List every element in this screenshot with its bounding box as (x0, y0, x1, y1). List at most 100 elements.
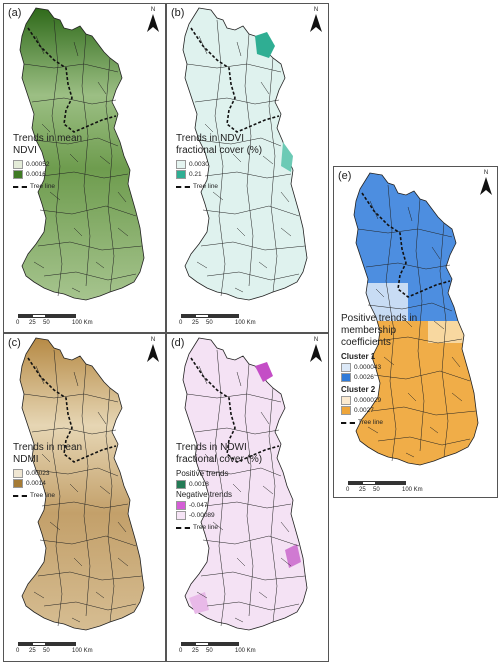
cluster2-label: Cluster 2 (341, 385, 376, 394)
map-ndvi-fractional-cover (182, 7, 308, 301)
north-arrow-icon: N (309, 7, 323, 33)
scale-tick: 25 (192, 320, 199, 326)
map-hotspot (285, 544, 301, 568)
panel-label: (e) (338, 170, 352, 182)
north-label: N (313, 337, 319, 343)
scale-tick: 25 (192, 648, 199, 654)
scale-tick: 0 (179, 648, 183, 654)
legend-value-low: 0.0030 (189, 160, 209, 168)
legend-swatch-negative-weak (176, 510, 186, 520)
scale-tick: 50 (206, 648, 213, 654)
scale-tick: 100 Km (235, 648, 256, 654)
legend: Trends in mean NDVI 0.00052 0.0016 Tree … (13, 133, 83, 192)
legend-swatch-cluster2-high (341, 405, 351, 415)
scale-bar: 0 25 50 100 Km (179, 642, 271, 658)
scale-tick: 50 (206, 320, 213, 326)
legend: Trends in mean NDMI 0.00023 0.0014 Tree … (13, 442, 83, 501)
scale-tick: 100 Km (402, 487, 423, 493)
legend-swatch-low (176, 159, 186, 169)
legend-title: Trends in NDWI fractional cover (%) (176, 442, 263, 465)
tree-line-symbol (176, 526, 190, 529)
north-arrow-icon: N (479, 170, 493, 196)
legend-swatch-negative-strong (176, 500, 186, 510)
north-arrow-icon: N (309, 337, 323, 363)
tree-line-symbol (341, 421, 355, 424)
scale-bar: 0 25 50 100 Km (346, 481, 438, 497)
legend-value-high: 0.0016 (26, 170, 46, 178)
panel-a: (a) N Trends in mean NDVI 0.00052 0.0016… (3, 3, 166, 333)
cluster1-label: Cluster 1 (341, 352, 376, 361)
legend-title: Trends in NDVI fractional cover (%) (176, 133, 263, 156)
legend-value-low: 0.00052 (26, 160, 50, 168)
panel-label: (a) (8, 7, 22, 19)
scale-tick: 0 (346, 487, 350, 493)
legend-swatch-positive (176, 479, 186, 489)
north-arrow-icon: N (146, 7, 160, 33)
tree-line-label: Tree line (30, 183, 56, 190)
legend-value-cluster1-high: 0.0026 (354, 373, 374, 381)
tree-line-label: Tree line (193, 524, 219, 531)
legend: Positive trends in membership coefficien… (341, 313, 431, 428)
scale-tick: 50 (43, 648, 50, 654)
scale-bar: 0 25 50 100 Km (16, 642, 108, 658)
legend-value-negative-weak: -0.00089 (189, 511, 215, 519)
legend-swatch-cluster1-high (341, 372, 351, 382)
north-arrow-icon: N (146, 337, 160, 363)
scale-tick: 100 Km (72, 648, 93, 654)
legend-value-cluster2-high: 0.0027 (354, 406, 374, 414)
scale-tick: 50 (373, 487, 380, 493)
scale-tick: 25 (359, 487, 366, 493)
positive-trends-label: Positive trends (176, 469, 229, 478)
legend-swatch-cluster1-low (341, 362, 351, 372)
legend-swatch-high (176, 169, 186, 179)
map-hotspot (255, 32, 275, 58)
scale-tick: 100 Km (235, 320, 256, 326)
north-label: N (150, 337, 156, 343)
legend-value-high: 0.21 (189, 170, 202, 178)
legend: Trends in NDWI fractional cover (%) Posi… (176, 442, 271, 533)
tree-line-symbol (13, 185, 27, 188)
legend-title: Trends in mean NDVI (13, 133, 83, 156)
scale-tick: 0 (179, 320, 183, 326)
legend-swatch-low (13, 159, 23, 169)
panel-label: (d) (171, 337, 185, 349)
panel-b: (b) N Trends in NDVI fractional cover (%… (166, 3, 329, 333)
north-label: N (483, 170, 489, 176)
scale-tick: 50 (43, 320, 50, 326)
tree-line-label: Tree line (358, 419, 384, 426)
panel-e: (e) N Positive trends in membership coef… (333, 166, 498, 498)
legend-title: Trends in mean NDMI (13, 442, 83, 465)
map-hotspot (281, 142, 293, 172)
negative-trends-label: Negative trends (176, 490, 233, 499)
scale-tick: 100 Km (72, 320, 93, 326)
tree-line-label: Tree line (193, 183, 219, 190)
map-hotspot (189, 592, 209, 614)
map-cluster2-light (428, 321, 478, 343)
north-label: N (150, 7, 156, 13)
legend-swatch-high (13, 478, 23, 488)
north-label: N (313, 7, 319, 13)
tree-line-symbol (176, 185, 190, 188)
panel-d: (d) N Trends in NDWI fractional cover (%… (166, 333, 329, 662)
map-hotspot (255, 362, 273, 382)
scale-tick: 0 (16, 648, 20, 654)
tree-line-label: Tree line (30, 492, 56, 499)
scale-bar: 0 25 50 100 Km (16, 314, 108, 330)
legend-value-cluster1-low: 0.000043 (354, 363, 382, 371)
panel-c: (c) N Trends in mean NDMI 0.00023 0.0014… (3, 333, 166, 662)
map-membership-coefficients (353, 172, 479, 466)
legend-value-low: 0.00023 (26, 469, 50, 477)
legend-value-negative-strong: -0.047 (189, 501, 208, 509)
map-ndwi-fractional-cover (182, 337, 308, 631)
legend-swatch-low (13, 468, 23, 478)
panel-label: (b) (171, 7, 185, 19)
legend-swatch-cluster2-low (341, 395, 351, 405)
panel-label: (c) (8, 337, 21, 349)
legend-swatch-high (13, 169, 23, 179)
legend-value-cluster2-low: 0.000029 (354, 396, 382, 404)
tree-line-symbol (13, 494, 27, 497)
scale-tick: 25 (29, 648, 36, 654)
scale-tick: 25 (29, 320, 36, 326)
legend-title: Positive trends in membership coefficien… (341, 313, 418, 348)
legend-value-high: 0.0014 (26, 479, 46, 487)
